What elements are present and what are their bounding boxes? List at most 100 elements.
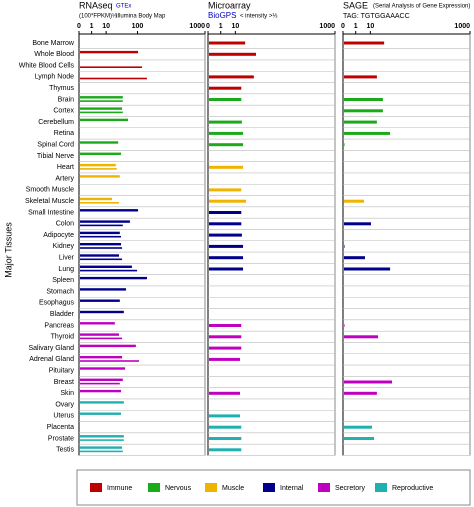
tissue-label: Smooth Muscle [26,187,74,194]
bar [80,231,120,235]
panel-title: SAGE [343,0,368,10]
tissue-label: Thyroid [51,334,74,341]
bar [80,435,124,438]
tissue-label: Artery [55,175,74,182]
tissue-label: Skeletal Muscle [25,198,74,205]
tissue-label: Colon [56,221,74,228]
bar [80,401,124,404]
bar [80,50,139,54]
tissue-label: Stomach [46,288,74,295]
bar [80,168,117,170]
bar [80,254,120,257]
bar [344,380,393,384]
bar [80,389,121,393]
bar [80,243,121,246]
bar [209,391,241,395]
panel-note: (Serial Analysis of Gene Expression) [373,4,470,10]
bar [344,335,379,339]
bar [209,335,242,339]
tissue-label: Spinal Cord [37,142,74,149]
bar [209,267,244,271]
tissue-label: Bone Marrow [32,40,75,47]
series-name: BioGPS [208,11,236,20]
x-tick-label: 1000 [454,23,470,30]
tissue-label: Skin [60,390,74,397]
tissue-label: Uterus [53,413,74,420]
panel-subtitle: TAG: TGTGGAAACC [343,13,410,20]
legend-swatch [148,483,160,492]
panel-subtitle: (100*FPKM)⅓ [79,14,117,20]
panel-title: Microarray [208,0,251,10]
bar [209,120,242,124]
legend-label: Secretory [335,485,365,492]
bar [80,77,147,80]
tissue-label: Adrenal Gland [29,356,74,363]
bar [80,450,123,453]
bar [80,367,126,370]
bar [344,391,377,395]
bar [80,141,119,144]
bar [80,446,123,449]
tissue-label: Cerebellum [38,119,74,126]
bar [209,233,242,237]
bar [80,310,124,314]
bar [80,220,130,223]
tissue-label: Thymus [49,85,74,92]
tissue-label: Small Intestine [28,209,74,216]
bar [80,360,140,362]
tissue-label: Cortex [53,108,74,115]
bar [80,382,120,385]
bar [209,41,246,45]
tissue-label: White Blood Cells [19,62,75,69]
series-name: GTEx [116,4,131,10]
bar [80,269,138,272]
bar [344,324,345,327]
tissue-label: Whole Blood [34,51,74,58]
bar [209,199,247,203]
x-tick-label: 1 [219,23,223,30]
x-tick-label: 10 [366,23,374,30]
bar [80,412,121,415]
bar [80,202,120,204]
tissue-label: Prostate [48,435,74,442]
x-tick-label: 1000 [319,23,335,30]
tissue-label: Tibial Nerve [37,153,74,160]
tissue-label: Bladder [50,311,75,318]
bar [80,322,115,325]
legend-box [76,469,471,506]
bar [209,165,244,169]
series-name: Illumina Body Map [116,14,166,20]
bar [80,111,123,114]
x-tick-label: 1000 [189,23,205,30]
bar [209,414,241,418]
bar [344,98,383,101]
tissue-label: Spleen [52,277,74,284]
bar [80,333,120,336]
panel-title: RNAseq [79,0,113,10]
bar [344,109,383,113]
tissue-label: Kidney [53,243,75,250]
legend-swatch [375,483,387,492]
x-tick-label: 10 [231,23,239,30]
bar [344,425,372,429]
tissue-label: Salivary Gland [28,345,74,352]
bar [209,256,244,260]
y-axis-label: Major Tissues [3,222,13,278]
tissue-label: Pituitary [49,368,75,375]
bar [80,235,121,238]
legend-label: Reproductive [392,485,433,492]
legend-swatch [205,483,217,492]
x-tick-label: 10 [102,23,110,30]
bar [209,98,242,101]
bar [80,100,123,102]
bar [209,324,242,327]
legend-label: Nervous [165,485,192,492]
legend-swatch [263,483,275,492]
tissue-label: Adipocyte [43,232,74,239]
bar [344,143,345,147]
bar [80,247,123,249]
tissue-label: Pancreas [44,322,74,329]
panel-subtitle: < intensity >⅓ [240,14,277,20]
bar [80,344,136,348]
bar [80,299,120,302]
